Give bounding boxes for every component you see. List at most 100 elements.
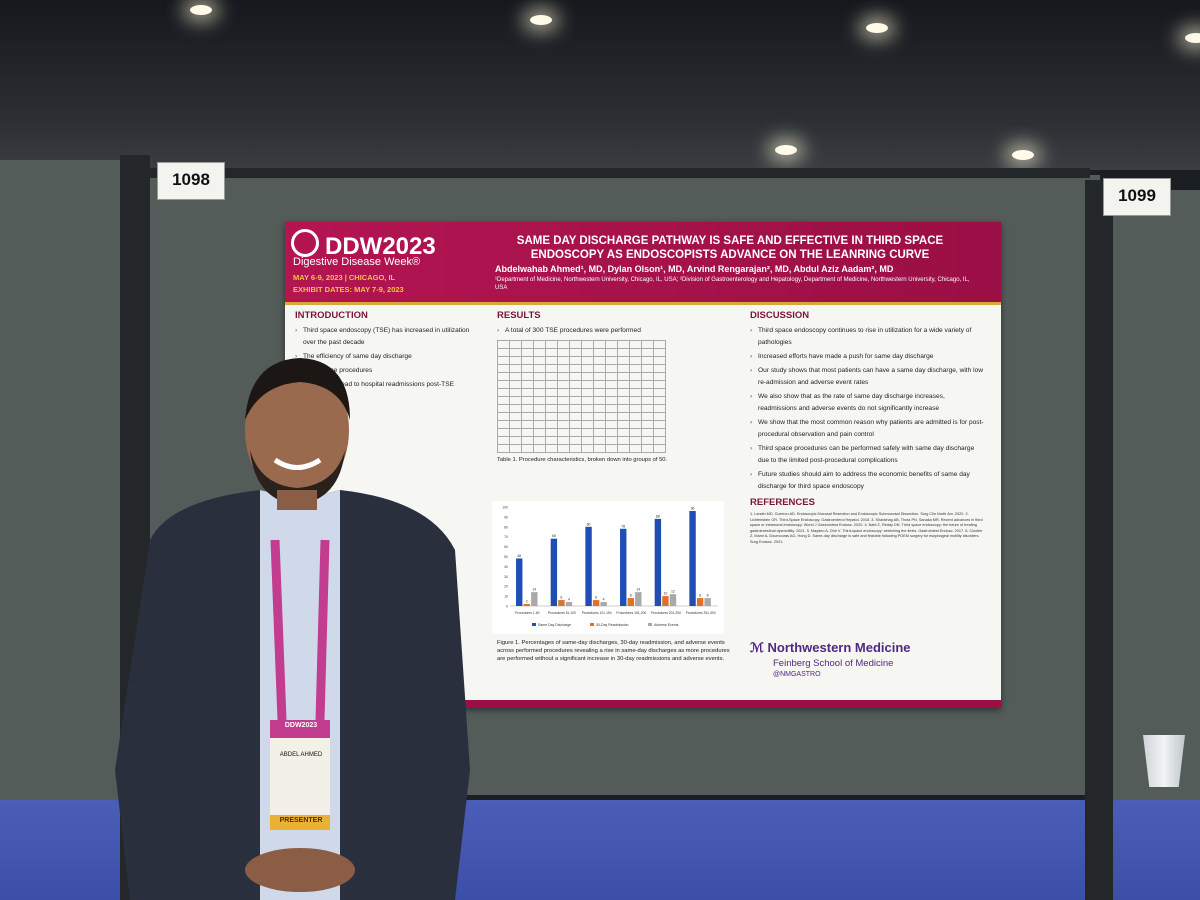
table-cell xyxy=(557,380,570,389)
table-cell xyxy=(581,444,594,453)
bar-adverse-events xyxy=(635,592,642,606)
table-cell xyxy=(545,412,558,421)
data-label: 14 xyxy=(636,588,640,592)
data-label: 68 xyxy=(552,534,556,538)
table-cell xyxy=(533,348,546,357)
table-cell xyxy=(557,348,570,357)
table-cell xyxy=(617,356,630,365)
references-title: REFERENCES xyxy=(750,497,815,508)
table-cell xyxy=(497,436,510,445)
data-label: 14 xyxy=(532,588,536,592)
nm-icon: ℳ xyxy=(750,640,768,655)
discussion-bullet: Third space procedures can be performed … xyxy=(750,443,985,467)
table-cell xyxy=(557,340,570,349)
table-cell xyxy=(653,372,666,381)
table-cell xyxy=(509,340,522,349)
discussion-bullet: Increased efforts have made a push for s… xyxy=(750,351,985,363)
presenter xyxy=(115,358,470,900)
table-cell xyxy=(617,364,630,373)
table-cell xyxy=(509,364,522,373)
table-cell xyxy=(581,420,594,429)
table-cell xyxy=(509,404,522,413)
table-cell xyxy=(569,356,582,365)
table-cell xyxy=(545,340,558,349)
data-label: 78 xyxy=(621,524,625,528)
y-tick-label: 60 xyxy=(504,545,508,549)
bar-30-day-readmission xyxy=(592,600,600,606)
data-label: 96 xyxy=(691,506,695,510)
table-cell xyxy=(629,348,642,357)
y-tick-label: 0 xyxy=(506,605,508,609)
table-cell xyxy=(593,372,606,381)
table-cell xyxy=(521,340,534,349)
table-cell xyxy=(629,444,642,453)
procedure-table xyxy=(497,340,666,453)
discussion-bullet: Third space endoscopy continues to rise … xyxy=(750,325,985,349)
table-cell xyxy=(617,340,630,349)
y-tick-label: 10 xyxy=(504,595,508,599)
bar-same-day-discharge xyxy=(516,558,523,606)
table-cell xyxy=(653,356,666,365)
table-cell xyxy=(497,420,510,429)
table-cell xyxy=(653,404,666,413)
conference-badge xyxy=(270,720,330,830)
table-cell xyxy=(509,396,522,405)
table-caption: Table 1. Procedure characteristics, brok… xyxy=(497,457,668,463)
table-cell xyxy=(533,436,546,445)
table-cell xyxy=(617,348,630,357)
table-cell xyxy=(605,444,618,453)
table-cell xyxy=(545,372,558,381)
poster-footer xyxy=(285,700,1001,708)
data-label: 8 xyxy=(699,594,701,598)
table-cell xyxy=(509,428,522,437)
table-cell xyxy=(581,364,594,373)
table-cell xyxy=(641,404,654,413)
data-label: 12 xyxy=(671,590,675,594)
table-cell xyxy=(557,436,570,445)
right-board xyxy=(1110,190,1200,800)
table-cell xyxy=(617,388,630,397)
table-cell xyxy=(653,364,666,373)
table-cell xyxy=(617,436,630,445)
table-cell xyxy=(593,404,606,413)
table-cell xyxy=(641,412,654,421)
table-cell xyxy=(521,444,534,453)
bar-30-day-readmission xyxy=(627,598,634,606)
ddw-dates: MAY 6-9, 2023 | CHICAGO, IL EXHIBIT DATE… xyxy=(293,272,404,296)
ddw-ring-icon xyxy=(291,229,319,257)
legend-swatch xyxy=(532,623,536,626)
table-cell xyxy=(509,436,522,445)
table-cell xyxy=(641,396,654,405)
table-cell xyxy=(557,356,570,365)
intro-bullet: Third space endoscopy (TSE) has increase… xyxy=(295,325,475,349)
table-cell xyxy=(521,380,534,389)
table-cell xyxy=(593,436,606,445)
table-cell xyxy=(557,372,570,381)
bar-30-day-readmission xyxy=(662,596,669,606)
table-cell xyxy=(593,396,606,405)
table-cell xyxy=(545,420,558,429)
table-cell xyxy=(617,380,630,389)
bar-adverse-events xyxy=(600,602,607,606)
table-cell xyxy=(533,404,546,413)
table-row xyxy=(497,372,666,381)
table-cell xyxy=(593,444,606,453)
table-cell xyxy=(569,404,582,413)
table-row xyxy=(497,420,666,429)
data-label: 80 xyxy=(587,522,591,526)
table-cell xyxy=(569,412,582,421)
table-cell xyxy=(509,356,522,365)
category-label: Procedures 251-300 xyxy=(686,611,716,615)
ddw-subtitle: Digestive Disease Week® xyxy=(293,256,421,268)
table-cell xyxy=(569,436,582,445)
table-cell xyxy=(533,428,546,437)
badge-event-label: DDW2023 xyxy=(284,722,318,729)
results-section: RESULTS A total of 300 TSE procedures we… xyxy=(497,310,737,464)
table-cell xyxy=(653,340,666,349)
table-cell xyxy=(629,388,642,397)
category-label: Procedures 151-200 xyxy=(616,611,646,615)
table-cell xyxy=(653,388,666,397)
legend-label: Same Day Discharge xyxy=(538,623,571,627)
ddw-logo: DDW2023 xyxy=(291,229,436,261)
lanyard xyxy=(270,539,330,721)
